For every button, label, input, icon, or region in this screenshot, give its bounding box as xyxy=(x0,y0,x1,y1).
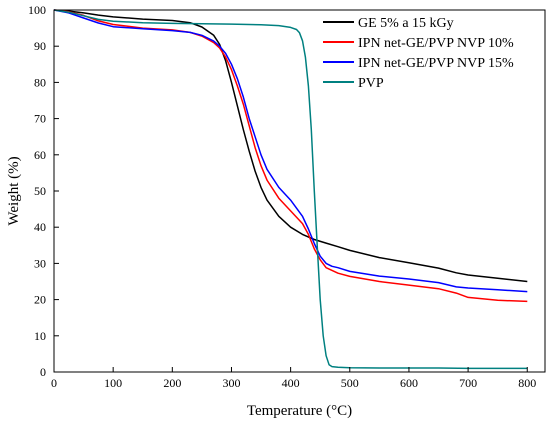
y-tick-label: 40 xyxy=(34,220,46,234)
legend-label: IPN net-GE/PVP NVP 10% xyxy=(358,36,514,51)
y-tick-label: 70 xyxy=(34,112,46,126)
x-tick-label: 600 xyxy=(400,376,418,390)
x-axis-title: Temperature (°C) xyxy=(247,403,352,419)
x-tick-label: 800 xyxy=(518,376,536,390)
y-tick-label: 100 xyxy=(28,3,46,17)
series-line-1 xyxy=(53,9,528,283)
y-tick-label: 20 xyxy=(34,293,46,307)
y-tick-label: 60 xyxy=(34,148,46,162)
y-tick-label: 10 xyxy=(34,329,46,343)
y-tick-label: 0 xyxy=(40,365,46,379)
x-tick-label: 400 xyxy=(282,376,300,390)
y-axis-title: Weight (%) xyxy=(6,156,22,225)
legend: GE 5% a 15 kGy IPN net-GE/PVP NVP 10% IPN … xyxy=(323,16,514,91)
legend-label: IPN net-GE/PVP NVP 15% xyxy=(358,56,514,71)
axis-layer: 0 100 200 300 400 500 600 700 800 0 10 20 30 40 50 60 70… xyxy=(28,3,536,390)
legend-label: PVP xyxy=(358,76,384,91)
series-line-4 xyxy=(53,9,528,370)
y-tick-label: 90 xyxy=(34,39,46,53)
x-tick-label: 500 xyxy=(341,376,359,390)
x-tick-label: 300 xyxy=(222,376,240,390)
x-tick-label: 100 xyxy=(104,376,122,390)
y-tick-label: 30 xyxy=(34,256,46,270)
x-tick-label: 200 xyxy=(163,376,181,390)
series-layer xyxy=(53,9,528,370)
y-tick-label: 80 xyxy=(34,75,46,89)
x-tick-label: 700 xyxy=(459,376,477,390)
legend-label: GE 5% a 15 kGy xyxy=(358,16,454,31)
series-line-2 xyxy=(53,9,528,303)
x-tick-label: 0 xyxy=(51,376,57,390)
y-tick-label: 50 xyxy=(34,184,46,198)
series-line-3 xyxy=(53,9,528,293)
